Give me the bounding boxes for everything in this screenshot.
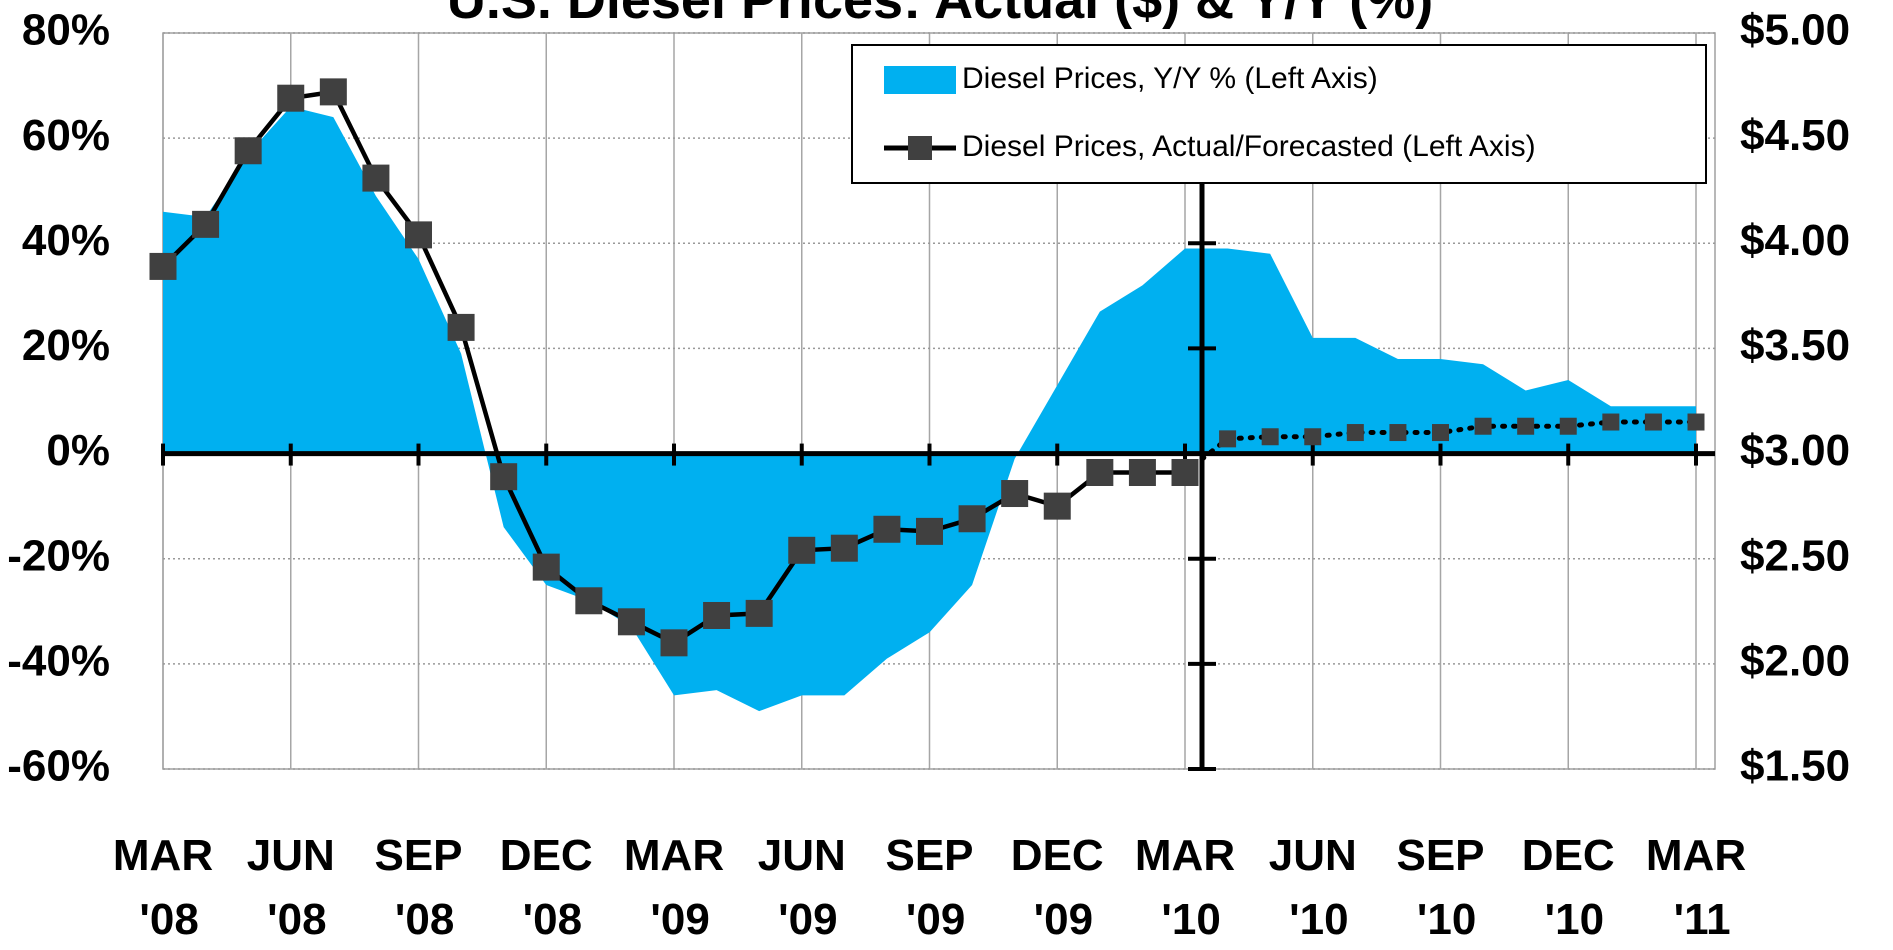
y-tick-label: 0%: [46, 426, 110, 475]
marker: [575, 587, 603, 615]
x-tick-label: JUN '09: [758, 831, 846, 944]
y2-tick-label: $3.50: [1740, 321, 1850, 370]
x-tick-label: MAR '08: [113, 831, 213, 944]
marker: [192, 210, 220, 238]
marker: [745, 599, 773, 627]
marker: [660, 629, 688, 657]
marker: [916, 517, 943, 545]
y-tick-label: 40%: [22, 216, 110, 265]
legend-label: Diesel Prices, Y/Y % (Left Axis): [962, 62, 1378, 95]
y2-tick-label: $4.00: [1740, 216, 1850, 265]
marker: [405, 221, 432, 249]
y-tick-label: -20%: [7, 531, 110, 580]
y2-tick-label: $4.50: [1740, 111, 1850, 160]
legend-marker: [908, 136, 932, 160]
x-tick-label: DEC '08: [500, 831, 593, 944]
y-tick-label: 20%: [22, 321, 110, 370]
marker: [1687, 413, 1705, 431]
x-tick-label: JUN '10: [1269, 831, 1357, 944]
marker: [234, 137, 262, 165]
x-tick-label: JUN '08: [247, 831, 335, 944]
marker: [703, 601, 731, 629]
x-tick-label: MAR '09: [624, 831, 724, 944]
marker: [1171, 458, 1199, 486]
marker: [1043, 492, 1071, 520]
marker: [1086, 458, 1114, 486]
marker: [1474, 417, 1492, 435]
y-tick-label: -60%: [7, 742, 110, 791]
marker: [1261, 428, 1279, 446]
marker: [277, 84, 305, 112]
legend-label: Diesel Prices, Actual/Forecasted (Left A…: [962, 130, 1536, 163]
y2-tick-label: $1.50: [1740, 742, 1850, 791]
marker: [617, 608, 645, 636]
x-tick-label: MAR '11: [1646, 831, 1746, 944]
y2-tick-label: $5.00: [1740, 6, 1850, 55]
marker: [1644, 413, 1662, 431]
marker: [958, 505, 986, 533]
x-tick-label: DEC '10: [1522, 831, 1615, 944]
marker: [447, 313, 475, 341]
x-tick-label: DEC '09: [1011, 831, 1104, 944]
marker: [319, 78, 347, 106]
marker: [1389, 424, 1407, 442]
marker: [1128, 458, 1156, 486]
marker: [1559, 417, 1577, 435]
chart-title: U.S. Diesel Prices: Actual ($) & Y/Y (%): [447, 0, 1433, 30]
x-tick-label: SEP '09: [885, 831, 973, 944]
y2-tick-label: $2.50: [1740, 531, 1850, 580]
marker: [1219, 430, 1237, 448]
y-tick-label: 60%: [22, 111, 110, 160]
marker: [532, 553, 560, 581]
marker: [1602, 413, 1620, 431]
marker: [1346, 424, 1364, 442]
marker: [149, 252, 177, 280]
marker: [1304, 428, 1322, 446]
x-tick-label: SEP '10: [1396, 831, 1484, 944]
legend-box: [851, 44, 1707, 184]
x-tick-label: SEP '08: [374, 831, 462, 944]
marker: [1001, 480, 1029, 508]
legend-swatch: [884, 66, 956, 94]
marker: [788, 536, 816, 564]
y-tick-label: 80%: [22, 6, 110, 55]
marker: [830, 534, 858, 562]
marker: [873, 515, 901, 543]
marker: [490, 463, 518, 491]
marker: [1432, 424, 1449, 442]
x-tick-label: MAR '10: [1135, 831, 1235, 944]
y2-tick-label: $3.00: [1740, 426, 1850, 475]
y2-tick-label: $2.00: [1740, 636, 1850, 685]
y-tick-label: -40%: [7, 636, 110, 685]
marker: [362, 164, 390, 192]
marker: [1517, 417, 1535, 435]
